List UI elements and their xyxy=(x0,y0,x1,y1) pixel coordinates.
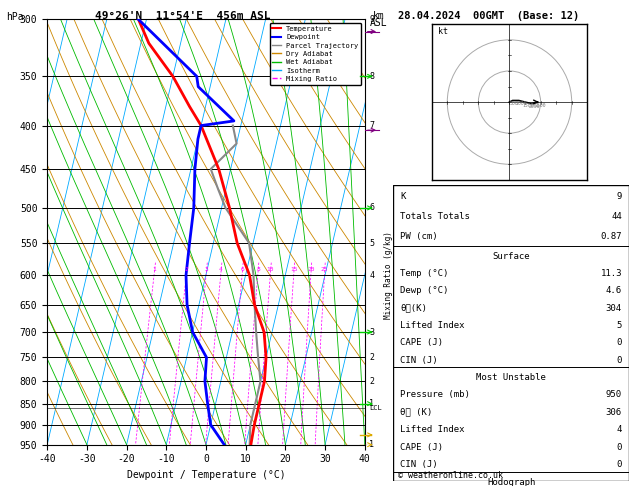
Text: 28.04.2024  00GMT  (Base: 12): 28.04.2024 00GMT (Base: 12) xyxy=(398,11,579,21)
Text: 2: 2 xyxy=(185,267,188,272)
Text: 0: 0 xyxy=(616,356,622,365)
Text: 1: 1 xyxy=(369,399,374,408)
Text: 49°26'N  11°54'E  456m ASL: 49°26'N 11°54'E 456m ASL xyxy=(94,11,270,21)
Text: 0: 0 xyxy=(616,338,622,347)
Text: 4.6: 4.6 xyxy=(606,286,622,295)
Text: 11.3: 11.3 xyxy=(601,269,622,278)
Text: 7: 7 xyxy=(369,121,374,130)
Text: hPa: hPa xyxy=(6,12,24,22)
Text: 9: 9 xyxy=(369,15,374,24)
Text: CIN (J): CIN (J) xyxy=(400,356,438,365)
Text: 500: 500 xyxy=(509,101,518,106)
Text: 950: 950 xyxy=(606,390,622,399)
Text: Temp (°C): Temp (°C) xyxy=(400,269,448,278)
Text: 15: 15 xyxy=(290,267,298,272)
Text: 6: 6 xyxy=(240,267,244,272)
Text: 4: 4 xyxy=(616,425,622,434)
Text: 0: 0 xyxy=(616,443,622,452)
Text: CIN (J): CIN (J) xyxy=(400,460,438,469)
Text: Totals Totals: Totals Totals xyxy=(400,212,470,221)
Text: 44: 44 xyxy=(611,212,622,221)
Text: PW (cm): PW (cm) xyxy=(400,232,438,241)
Text: 9: 9 xyxy=(616,192,622,201)
Text: Hodograph: Hodograph xyxy=(487,478,535,486)
Text: 0: 0 xyxy=(616,460,622,469)
Text: kt: kt xyxy=(438,27,448,35)
Text: CAPE (J): CAPE (J) xyxy=(400,443,443,452)
X-axis label: Dewpoint / Temperature (°C): Dewpoint / Temperature (°C) xyxy=(126,470,286,480)
Text: Lifted Index: Lifted Index xyxy=(400,425,465,434)
Text: 5: 5 xyxy=(369,239,374,247)
Text: Mixing Ratio (g/kg): Mixing Ratio (g/kg) xyxy=(384,231,393,319)
Text: 0.87: 0.87 xyxy=(601,232,622,241)
Text: 1: 1 xyxy=(369,440,374,449)
Text: 2500: 2500 xyxy=(535,103,546,108)
Text: 306: 306 xyxy=(606,408,622,417)
Legend: Temperature, Dewpoint, Parcel Trajectory, Dry Adiabat, Wet Adiabat, Isotherm, Mi: Temperature, Dewpoint, Parcel Trajectory… xyxy=(270,23,361,85)
Text: Most Unstable: Most Unstable xyxy=(476,373,546,382)
Text: Lifted Index: Lifted Index xyxy=(400,321,465,330)
Text: 2: 2 xyxy=(369,353,374,362)
Text: km: km xyxy=(373,11,385,21)
Text: 1500: 1500 xyxy=(522,103,533,108)
Text: 20: 20 xyxy=(308,267,314,272)
Text: θᴄ(K): θᴄ(K) xyxy=(400,304,427,312)
Text: 6: 6 xyxy=(369,204,374,212)
Text: 10: 10 xyxy=(267,267,274,272)
Text: Pressure (mb): Pressure (mb) xyxy=(400,390,470,399)
Text: 2: 2 xyxy=(369,377,374,386)
Text: 304: 304 xyxy=(606,304,622,312)
Text: 2000: 2000 xyxy=(528,104,540,109)
Text: © weatheronline.co.uk: © weatheronline.co.uk xyxy=(398,471,503,480)
Text: CAPE (J): CAPE (J) xyxy=(400,338,443,347)
Text: Dewp (°C): Dewp (°C) xyxy=(400,286,448,295)
Text: 8: 8 xyxy=(369,72,374,81)
Text: 1000: 1000 xyxy=(516,101,527,106)
Text: Surface: Surface xyxy=(493,252,530,260)
Text: 4: 4 xyxy=(219,267,223,272)
Text: 5: 5 xyxy=(616,321,622,330)
Text: 8: 8 xyxy=(256,267,260,272)
Text: K: K xyxy=(400,192,406,201)
Text: LCL: LCL xyxy=(369,405,382,411)
Text: 3: 3 xyxy=(369,328,374,336)
Text: 3: 3 xyxy=(204,267,208,272)
Text: 4: 4 xyxy=(369,271,374,279)
Text: 1: 1 xyxy=(152,267,156,272)
Text: 25: 25 xyxy=(321,267,328,272)
Text: ASL: ASL xyxy=(370,18,388,28)
Text: θᴄ (K): θᴄ (K) xyxy=(400,408,433,417)
